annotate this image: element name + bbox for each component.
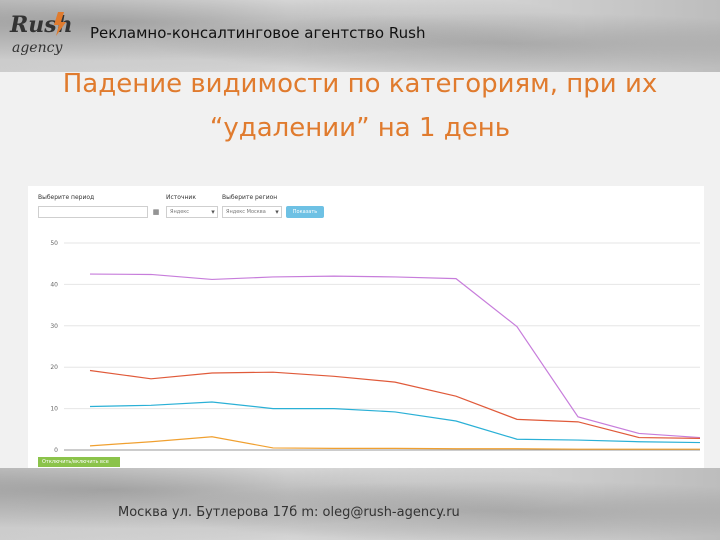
y-tick-label: 30 [50, 323, 58, 330]
header-texture [0, 0, 720, 72]
rush-agency-logo: Rush agency [9, 12, 72, 56]
series-line-1 [89, 273, 701, 439]
chevron-down-icon: ▾ [211, 208, 215, 216]
chart-grid [64, 242, 700, 451]
y-tick-label: 10 [50, 406, 58, 413]
region-label: Выберите регион [222, 194, 278, 201]
y-tick-label: 20 [50, 364, 58, 371]
source-label: Источник [166, 194, 196, 201]
y-tick-label: 40 [50, 281, 58, 288]
series-line-3 [89, 401, 701, 444]
y-tick-label: 50 [50, 240, 58, 247]
series-line-4 [89, 436, 700, 450]
chart-lines [89, 273, 701, 450]
chart-screenshot-panel: Выберите период ▦ Источник Яндекс ▾ Выбе… [28, 186, 704, 470]
period-label: Выберите период [38, 194, 95, 201]
calendar-icon[interactable]: ▦ [152, 208, 160, 216]
footer-address: Москва ул. Бутлерова 17б m: oleg@rush-ag… [118, 505, 460, 520]
footer-texture [0, 468, 720, 540]
slide-title-line1: Падение видимости по категориям, при их [62, 69, 658, 99]
slide-title: Падение видимости по категориям, при их … [20, 62, 700, 150]
source-select[interactable]: Яндекс [166, 206, 218, 218]
y-tick-label: 0 [54, 447, 58, 454]
slide-title-line2: “удалении” на 1 день [209, 113, 511, 143]
svg-text:agency: agency [12, 40, 63, 56]
period-input[interactable] [38, 206, 148, 218]
toggle-all-series-button[interactable]: Отключить/включить все [38, 457, 120, 467]
agency-name: Рекламно-консалтинговое агентство Rush [90, 24, 426, 42]
visibility-line-chart: 50 40 30 20 10 0 [50, 240, 701, 454]
chart-y-ticks: 50 40 30 20 10 0 [50, 240, 58, 454]
show-button[interactable]: Показать [286, 206, 324, 218]
region-select[interactable]: Яндекс Москва [222, 206, 282, 218]
chevron-down-icon: ▾ [275, 208, 279, 216]
series-line-2 [89, 369, 701, 440]
